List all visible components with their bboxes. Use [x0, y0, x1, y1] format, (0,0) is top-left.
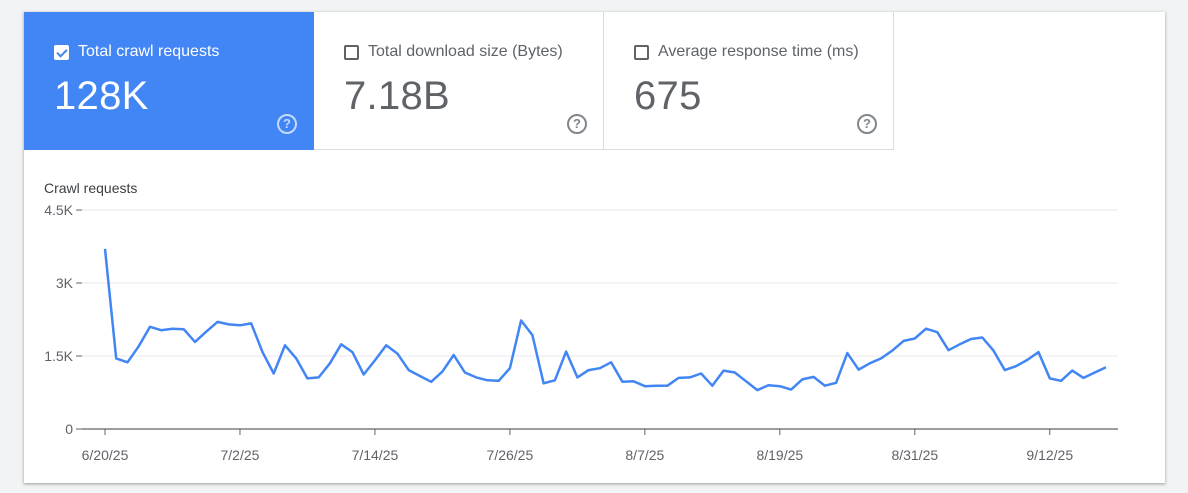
tile-label: Total crawl requests [78, 43, 220, 60]
tile-header: Total download size (Bytes) [344, 43, 563, 61]
x-tick-label: 8/31/25 [891, 447, 938, 463]
checkbox-checked-icon[interactable] [54, 44, 69, 60]
checkbox-unchecked-icon[interactable] [634, 44, 649, 60]
tile-label: Total download size (Bytes) [368, 43, 563, 60]
y-tick-label: 1.5K [44, 348, 73, 364]
tile-value: 7.18B [344, 74, 451, 118]
chart-y-axis-title: Crawl requests [44, 180, 137, 196]
x-tick-label: 7/14/25 [352, 447, 399, 463]
x-tick-label: 8/19/25 [756, 447, 803, 463]
x-tick-label: 6/20/25 [82, 447, 129, 463]
help-icon[interactable]: ? [277, 114, 297, 134]
x-tick-label: 7/2/25 [220, 447, 259, 463]
series-line [103, 248, 1107, 392]
crawl-stats-card: Total crawl requests 128K ? Total downlo… [24, 12, 1165, 483]
tile-header: Average response time (ms) [634, 43, 859, 61]
tile-total-crawl-requests[interactable]: Total crawl requests 128K ? [24, 12, 314, 150]
x-tick-label: 9/12/25 [1026, 447, 1073, 463]
x-tick-label: 8/7/25 [625, 447, 664, 463]
tile-total-download-size[interactable]: Total download size (Bytes) 7.18B ? [314, 12, 604, 150]
chart-y-ticks: 0 1.5K 3K 4.5K [44, 202, 82, 437]
metric-tiles: Total crawl requests 128K ? Total downlo… [24, 12, 894, 150]
tile-value: 675 [634, 74, 702, 118]
tile-header: Total crawl requests [54, 43, 219, 61]
crawl-requests-line-chart[interactable]: Crawl requests 0 1.5K 3K 4.5K 6/20/25 7/2/25… [24, 150, 1165, 483]
tile-label: Average response time (ms) [658, 43, 859, 60]
help-icon[interactable]: ? [567, 114, 587, 134]
tile-value: 128K [54, 74, 149, 118]
chart-gridlines [82, 209, 1118, 430]
y-tick-label: 3K [56, 275, 74, 291]
y-tick-label: 0 [65, 421, 73, 437]
chart-area: Crawl requests 0 1.5K 3K 4.5K 6/20/25 7/2/25… [24, 150, 1165, 483]
help-icon[interactable]: ? [857, 114, 877, 134]
tile-average-response-time[interactable]: Average response time (ms) 675 ? [604, 12, 894, 150]
chart-x-ticks: 6/20/25 7/2/25 7/14/25 7/26/25 8/7/25 8/19/25… [82, 429, 1073, 463]
x-tick-label: 7/26/25 [487, 447, 534, 463]
checkbox-unchecked-icon[interactable] [344, 44, 359, 60]
y-tick-label: 4.5K [44, 202, 73, 218]
